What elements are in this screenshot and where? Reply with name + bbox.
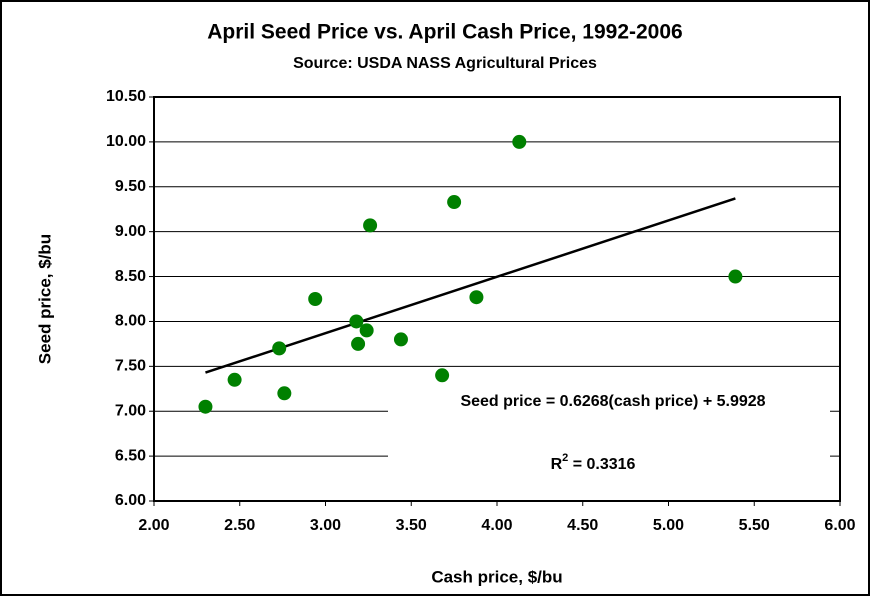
- x-tick-label: 3.50: [396, 517, 427, 534]
- x-axis-label: Cash price, $/bu: [431, 567, 562, 586]
- point: [469, 290, 484, 305]
- annotation-background: [388, 386, 830, 478]
- chart-title: April Seed Price vs. April Cash Price, 1…: [207, 21, 682, 44]
- point: [349, 314, 364, 329]
- plot-frame: [153, 96, 841, 502]
- y-tick-label: 8.50: [115, 268, 146, 285]
- x-tick-label: 5.50: [739, 517, 770, 534]
- x-tick-label: 4.50: [567, 517, 598, 534]
- x-tick-label: 6.00: [824, 517, 855, 534]
- y-tick-label: 10.00: [106, 133, 146, 150]
- point: [277, 386, 292, 401]
- equation: Seed price = 0.6268(cash price) + 5.9928: [460, 393, 765, 410]
- y-tick-label: 8.00: [115, 313, 146, 330]
- point: [393, 332, 408, 347]
- y-tick-label: 10.50: [106, 88, 146, 105]
- r-power: 2: [562, 452, 568, 464]
- point: [272, 341, 287, 356]
- point: [447, 195, 462, 210]
- x-tick-label: 3.00: [310, 517, 341, 534]
- point: [728, 269, 743, 284]
- trendline: [205, 197, 736, 374]
- x-tick-label: 2.00: [138, 517, 169, 534]
- x-tick-label: 2.50: [224, 517, 255, 534]
- y-tick-label: 6.00: [115, 492, 146, 509]
- marks: [198, 134, 743, 414]
- y-tick-label: 9.00: [115, 223, 146, 240]
- chart-subtitle: Source: USDA NASS Agricultural Prices: [293, 55, 597, 72]
- r-symbol: R: [551, 456, 563, 473]
- point: [359, 323, 374, 338]
- x-tick-label: 5.00: [653, 517, 684, 534]
- point: [435, 368, 450, 383]
- y-axis-label: Seed price, $/bu: [35, 234, 54, 364]
- point: [227, 372, 242, 387]
- r-squared: R2 = 0.3316: [551, 452, 636, 473]
- y-tick-label: 7.00: [115, 402, 146, 419]
- r-value: = 0.3316: [568, 456, 635, 473]
- point: [363, 218, 378, 233]
- y-tick-label: 6.50: [115, 447, 146, 464]
- y-tick-label: 7.50: [115, 358, 146, 375]
- point: [512, 134, 527, 149]
- y-tick-label: 9.50: [115, 178, 146, 195]
- x-tick-label: 4.00: [481, 517, 512, 534]
- point: [308, 292, 323, 306]
- point: [198, 399, 213, 414]
- point: [351, 336, 366, 351]
